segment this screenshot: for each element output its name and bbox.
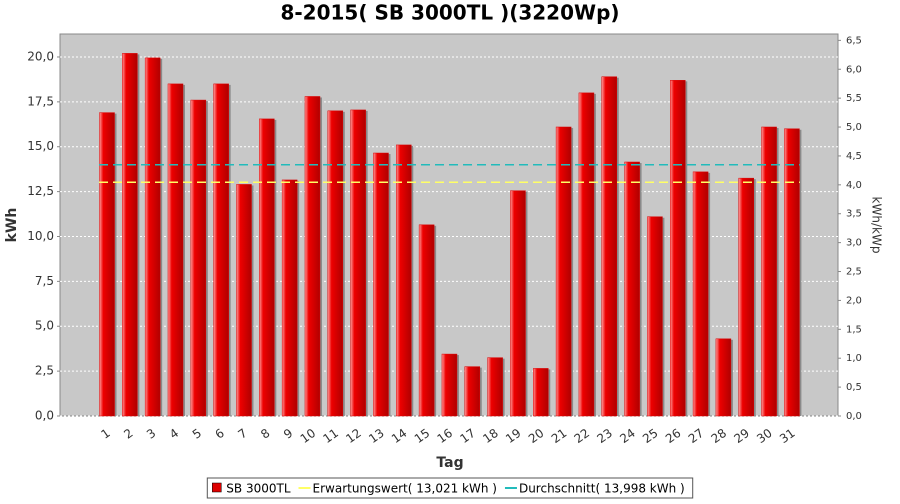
legend-box bbox=[206, 477, 694, 499]
bar bbox=[350, 109, 366, 417]
bar bbox=[761, 126, 777, 417]
x-axis-title: Tag bbox=[436, 455, 463, 471]
x-tick-label: 12 bbox=[343, 426, 364, 446]
y2-tick-label: 4,0 bbox=[846, 180, 862, 191]
legend-label: Erwartungswert( 13,021 kWh ) bbox=[313, 482, 497, 496]
y-tick-label: 7,5 bbox=[35, 274, 54, 288]
bar bbox=[487, 357, 503, 417]
bar bbox=[304, 96, 321, 417]
y2-tick-label: 6,5 bbox=[846, 35, 862, 46]
legend-label: Durchschnitt( 13,998 kWh ) bbox=[519, 482, 685, 496]
y2-tick-label: 1,0 bbox=[846, 353, 862, 364]
y2-tick-label: 3,0 bbox=[846, 238, 862, 249]
x-tick-label: 8 bbox=[258, 426, 272, 442]
bar bbox=[510, 190, 526, 417]
y2-tick-label: 1,5 bbox=[846, 324, 862, 335]
x-tick-label: 1 bbox=[98, 426, 112, 442]
bar bbox=[144, 57, 161, 417]
bar bbox=[418, 224, 435, 417]
bar bbox=[259, 118, 275, 417]
bar bbox=[167, 83, 184, 417]
bar bbox=[464, 366, 481, 417]
y2-tick-label: 2,5 bbox=[846, 267, 862, 278]
y-tick-label: 17,5 bbox=[27, 94, 54, 108]
bar bbox=[738, 177, 754, 417]
x-tick-label: 25 bbox=[640, 426, 661, 446]
x-tick-label: 13 bbox=[366, 426, 387, 446]
x-tick-label: 15 bbox=[412, 426, 433, 446]
y2-tick-label: 0,5 bbox=[846, 382, 862, 393]
y2-tick-label: 5,0 bbox=[846, 122, 862, 133]
x-tick-label: 17 bbox=[457, 426, 478, 446]
x-tick-label: 30 bbox=[754, 426, 775, 446]
legend: SB 3000TL Erwartungswert( 13,021 kWh ) Dur… bbox=[206, 477, 694, 499]
x-tick-label: 21 bbox=[549, 426, 570, 446]
legend-marker bbox=[212, 482, 222, 493]
x-tick-label: 29 bbox=[731, 426, 752, 446]
x-tick-label: 5 bbox=[190, 426, 204, 442]
x-tick-label: 4 bbox=[167, 426, 181, 442]
bar bbox=[647, 216, 663, 417]
bar bbox=[601, 76, 618, 417]
x-tick-label: 11 bbox=[320, 426, 341, 446]
bar bbox=[236, 184, 252, 417]
x-tick-label: 19 bbox=[503, 426, 524, 446]
x-tick-label: 31 bbox=[777, 426, 798, 446]
y-tick-label: 0,0 bbox=[35, 409, 54, 423]
x-tick-label: 10 bbox=[298, 426, 319, 446]
bar bbox=[533, 368, 549, 417]
bar bbox=[578, 92, 595, 417]
bar bbox=[396, 144, 412, 417]
bar bbox=[327, 110, 344, 417]
x-tick-label: 6 bbox=[213, 426, 227, 442]
y2-tick-label: 0,0 bbox=[846, 411, 862, 422]
x-tick-label: 20 bbox=[526, 426, 547, 446]
bar bbox=[373, 152, 389, 417]
y-tick-label: 20,0 bbox=[27, 49, 54, 63]
y2-axis-title: kWh/kWp bbox=[870, 197, 884, 254]
y2-tick-label: 2,0 bbox=[846, 295, 862, 306]
y-tick-label: 5,0 bbox=[35, 319, 54, 333]
x-tick-label: 22 bbox=[572, 426, 593, 446]
bar bbox=[784, 128, 800, 417]
bar bbox=[213, 83, 229, 417]
x-tick-label: 2 bbox=[121, 426, 135, 442]
x-tick-label: 7 bbox=[235, 426, 249, 442]
bar bbox=[692, 171, 709, 417]
bar bbox=[281, 179, 298, 417]
x-tick-label: 18 bbox=[480, 426, 501, 446]
bar bbox=[99, 112, 115, 417]
chart-title: 8-2015( SB 3000TL )(3220Wp) bbox=[280, 1, 619, 25]
x-tick-label: 14 bbox=[389, 426, 410, 446]
y-tick-label: 12,5 bbox=[27, 184, 54, 198]
x-tick-label: 26 bbox=[663, 426, 684, 446]
bar bbox=[190, 99, 207, 417]
y-tick-label: 2,5 bbox=[35, 364, 54, 378]
y-axis-title: kWh bbox=[4, 208, 20, 243]
bar bbox=[715, 338, 732, 417]
y2-tick-label: 3,5 bbox=[846, 209, 862, 220]
y-tick-label: 15,0 bbox=[27, 139, 54, 153]
legend-label: SB 3000TL bbox=[226, 482, 291, 496]
bar bbox=[624, 161, 640, 417]
x-tick-label: 24 bbox=[617, 426, 638, 446]
bar bbox=[555, 126, 572, 417]
x-tick-label: 16 bbox=[435, 426, 456, 446]
bar bbox=[670, 80, 686, 417]
y2-tick-label: 5,5 bbox=[846, 93, 862, 104]
bar bbox=[122, 53, 138, 417]
y2-tick-label: 4,5 bbox=[846, 151, 862, 162]
x-tick-label: 28 bbox=[709, 426, 730, 446]
y2-tick-label: 6,0 bbox=[846, 64, 862, 75]
x-tick-label: 23 bbox=[594, 426, 615, 446]
x-tick-label: 3 bbox=[144, 426, 158, 442]
x-tick-label: 27 bbox=[686, 426, 707, 446]
bar bbox=[441, 353, 458, 417]
y-tick-label: 10,0 bbox=[27, 229, 54, 243]
x-tick-label: 9 bbox=[281, 426, 295, 442]
